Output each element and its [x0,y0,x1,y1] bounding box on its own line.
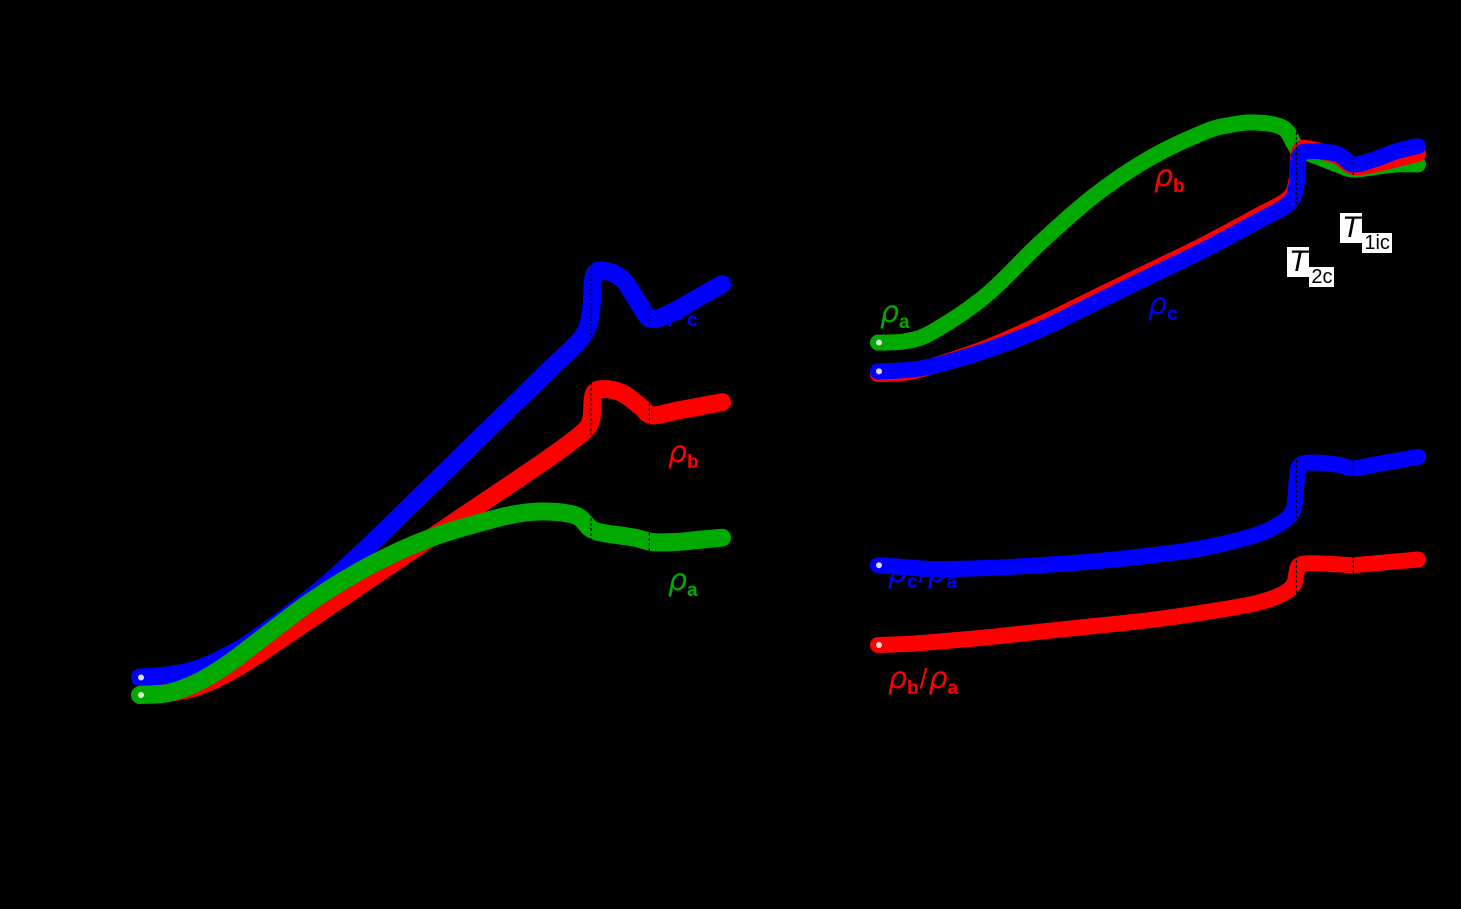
label-rho-a-left: ρa [668,563,698,601]
series-top_right-2 [870,138,1426,380]
marker-highlight [876,339,882,346]
label-rho-b-over-rho-a: ρb/ρa [888,661,959,699]
marker-highlight [138,692,144,698]
marker-highlight [876,562,882,569]
marker-highlight [876,368,882,375]
marker-highlight [876,642,882,648]
annotation-T2c: T 2c [1287,245,1335,288]
top-right-panel-plot [870,102,1426,384]
label-rho-b-top-right: ρb [1154,159,1185,197]
series-left-2 [131,502,731,704]
label-rho-c-top-right: ρc [1148,287,1178,325]
annotation-T1ic: T 1ic [1340,211,1392,254]
label-rho-c-over-rho-a: ρc/ρa [888,555,958,593]
label-rho-a-top-right: ρa [880,295,910,333]
label-rho-c-left: ρc [668,293,698,331]
marker-highlight [138,674,144,681]
left-panel-plot [131,248,731,705]
bottom-right-panel-plot [870,445,1426,655]
series-bottom_right-0 [870,448,1426,578]
label-rho-b-left: ρb [668,435,699,473]
